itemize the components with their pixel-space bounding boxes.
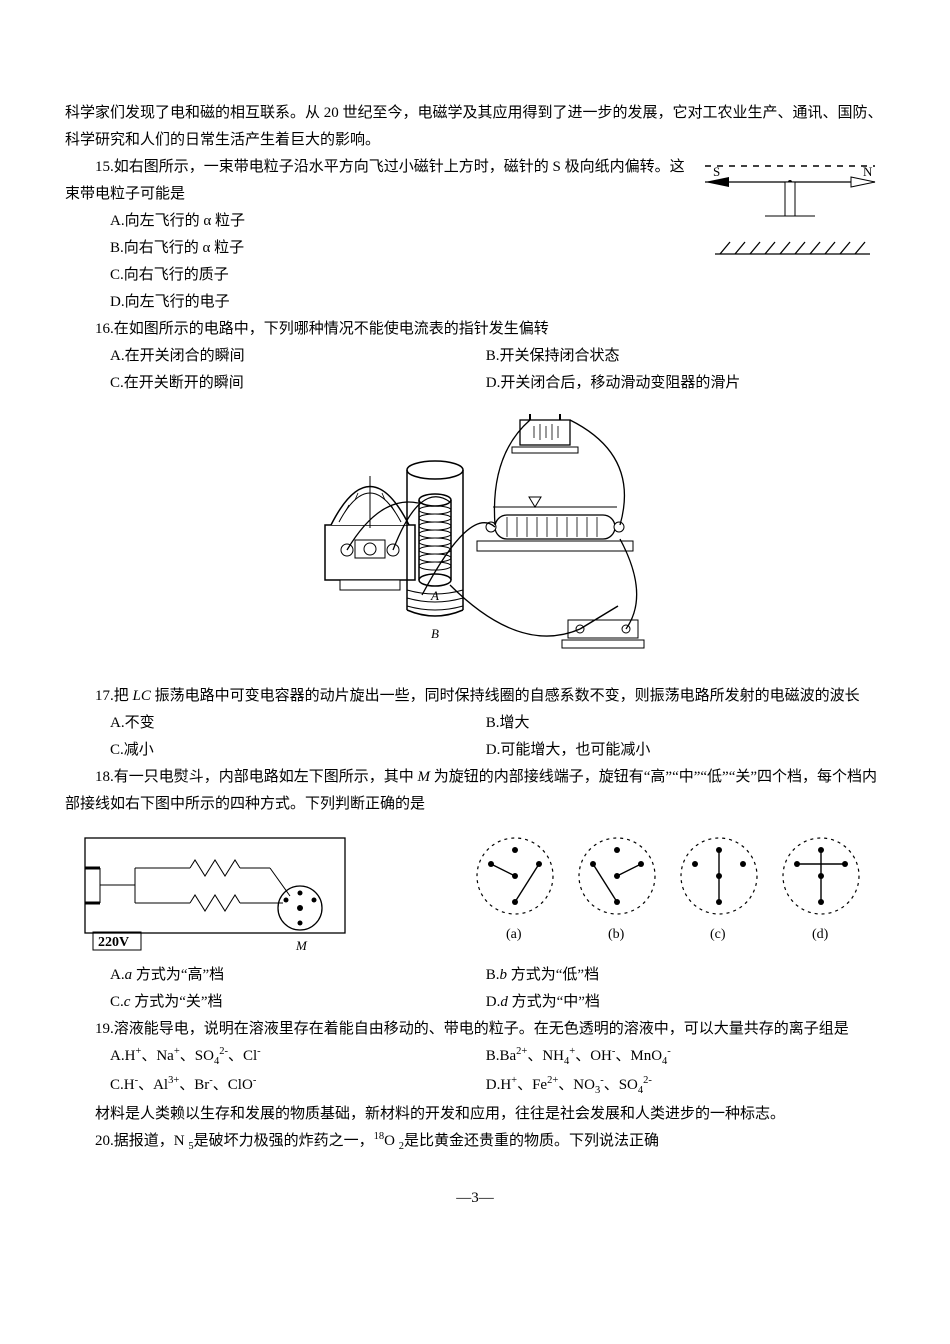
q15-n-label: N — [863, 164, 873, 179]
materials-intro: 材料是人类赖以生存和发展的物质基础，新材料的开发和应用，往往是社会发展和人类进步… — [65, 1101, 885, 1128]
q19-opt-b: B.Ba2+、NH4+、OH-、MnO4- — [486, 1043, 858, 1072]
q15-figure: S N — [695, 154, 885, 314]
q18-m-label: M — [295, 938, 308, 953]
q18-220v-label: 220V — [98, 935, 129, 950]
q20-stem: 20.据报道，N 5是破坏力极强的炸药之一，18O 2是比黄金还贵重的物质。下列… — [65, 1128, 885, 1157]
q17-opt-a: A.不变 — [110, 710, 482, 737]
q18-opt-b: B.b 方式为“低”档 — [486, 962, 858, 989]
q19-opt-d: D.H+、Fe2+、NO3-、SO42- — [486, 1072, 858, 1101]
q15-opt-d: D.向左飞行的电子 — [110, 289, 482, 316]
q18-opt-a: A.a 方式为“高”档 — [110, 962, 482, 989]
q19-opts-2: C.H-、Al3+、Br-、ClO- D.H+、Fe2+、NO3-、SO42- — [65, 1072, 885, 1101]
q18-figures: M 220V (a) — [65, 818, 885, 962]
q16-figure: A B — [65, 405, 885, 675]
q18-left-figure: M 220V — [75, 818, 355, 958]
q19-opt-a: A.H+、Na+、SO42-、Cl- — [110, 1043, 482, 1072]
q16-label-b: B — [431, 626, 439, 641]
q17-opt-b: B.增大 — [486, 710, 858, 737]
q17-opt-d: D.可能增大，也可能减小 — [486, 737, 858, 764]
q19-stem: 19.溶液能导电，说明在溶液里存在着能自由移动的、带电的粒子。在无色透明的溶液中… — [65, 1016, 885, 1043]
q18-opt-d: D.d 方式为“中”档 — [486, 989, 858, 1016]
q16-opt-a: A.在开关闭合的瞬间 — [110, 343, 482, 370]
q18-fig-d: (d) — [812, 927, 829, 942]
q19-opts-1: A.H+、Na+、SO42-、Cl- B.Ba2+、NH4+、OH-、MnO4- — [65, 1043, 885, 1072]
q18-fig-a: (a) — [506, 927, 522, 942]
q18-fig-c: (c) — [710, 927, 726, 942]
q15-opt-c: C.向右飞行的质子 — [110, 262, 482, 289]
q18-stem: 18.有一只电熨斗，内部电路如左下图所示，其中 M 为旋钮的内部接线端子，旋钮有… — [65, 764, 885, 818]
q16-opt-d: D.开关闭合后，移动滑动变阻器的滑片 — [486, 370, 858, 397]
q18-opt-c: C.c 方式为“关”档 — [110, 989, 482, 1016]
q15-s-label: S — [713, 164, 720, 179]
q18-right-figure: (a) (b) (c) — [465, 828, 875, 948]
q17-opt-c: C.减小 — [110, 737, 482, 764]
q17-stem: 17.把 LC 振荡电路中可变电容器的动片旋出一些，同时保持线圈的自感系数不变，… — [65, 683, 885, 710]
q15-opt-b: B.向右飞行的 α 粒子 — [110, 235, 482, 262]
q18-opts-2: C.c 方式为“关”档 D.d 方式为“中”档 — [65, 989, 885, 1016]
q16-opt-b: B.开关保持闭合状态 — [486, 343, 858, 370]
q17-opts-2: C.减小 D.可能增大，也可能减小 — [65, 737, 885, 764]
q16-opts-1: A.在开关闭合的瞬间 B.开关保持闭合状态 — [65, 343, 885, 370]
q18-opts-1: A.a 方式为“高”档 B.b 方式为“低”档 — [65, 962, 885, 989]
page-container: 科学家们发现了电和磁的相互联系。从 20 世纪至今，电磁学及其应用得到了进一步的… — [0, 0, 950, 1252]
q16-opt-c: C.在开关断开的瞬间 — [110, 370, 482, 397]
q15-opt-a: A.向左飞行的 α 粒子 — [110, 208, 482, 235]
intro-paragraph: 科学家们发现了电和磁的相互联系。从 20 世纪至今，电磁学及其应用得到了进一步的… — [65, 100, 885, 154]
page-number: —3— — [65, 1185, 885, 1212]
q16-stem: 16.在如图所示的电路中，下列哪种情况不能使电流表的指针发生偏转 — [65, 316, 885, 343]
q17-opts-1: A.不变 B.增大 — [65, 710, 885, 737]
q16-label-a: A — [430, 588, 439, 603]
q18-fig-b: (b) — [608, 927, 625, 942]
q16-opts-2: C.在开关断开的瞬间 D.开关闭合后，移动滑动变阻器的滑片 — [65, 370, 885, 397]
q19-opt-c: C.H-、Al3+、Br-、ClO- — [110, 1072, 482, 1099]
